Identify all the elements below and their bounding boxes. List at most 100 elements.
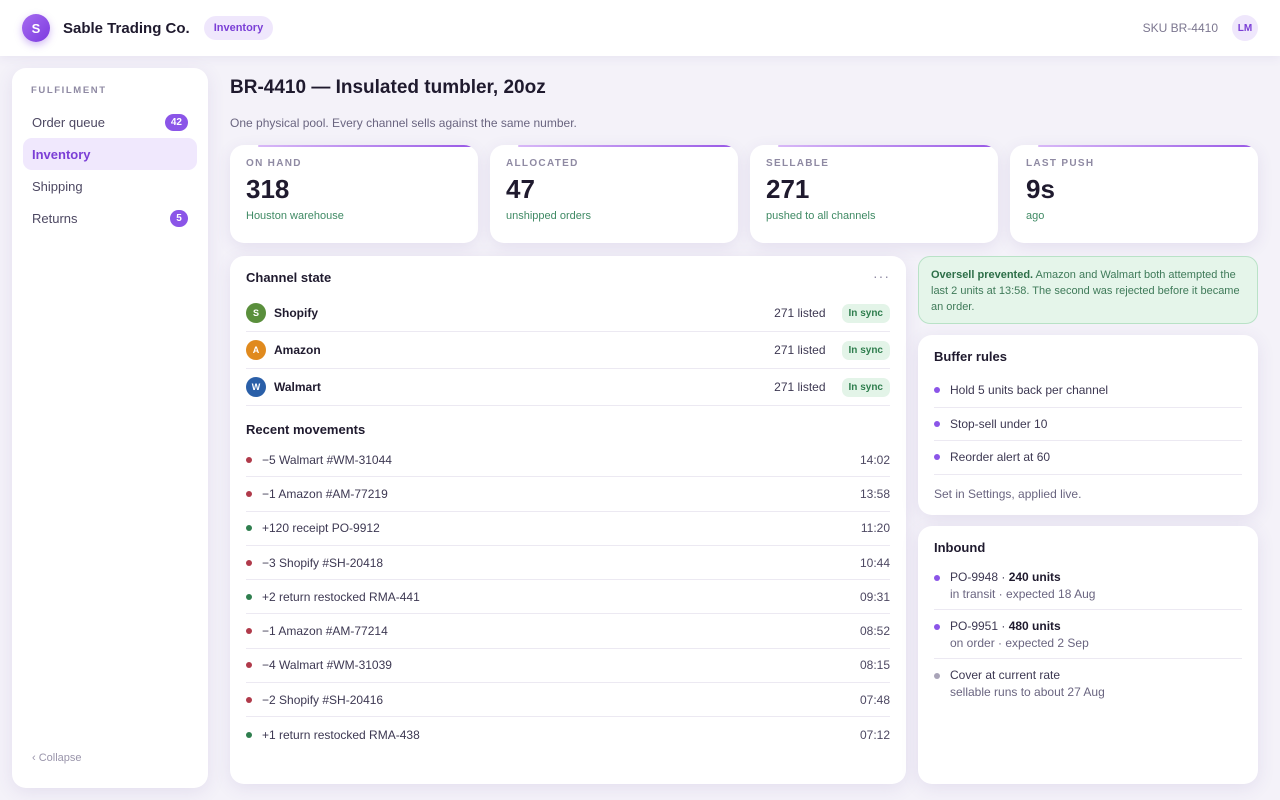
channel-name: Shopify xyxy=(274,306,318,320)
status-badge: In sync xyxy=(841,377,890,397)
alert-text: Amazon and Walmart both attempted the la… xyxy=(931,269,1240,313)
stat-card-on-hand: ON HAND 318 Houston warehouse xyxy=(230,145,478,243)
sidebar-item-returns[interactable]: Returns 5 xyxy=(23,202,197,234)
movement-list: −5 Walmart #WM-31044 14:02 −1 Amazon #AM… xyxy=(246,443,890,752)
alert-title: Oversell prevented. xyxy=(931,269,1034,281)
stat-sub: Houston warehouse xyxy=(246,210,344,222)
movement-text: −2 Shopify #SH-20416 xyxy=(262,692,384,707)
collapse-button[interactable]: ‹ Collapse xyxy=(32,752,82,764)
movement-time: 08:52 xyxy=(859,624,890,639)
po-number: PO-9951 · xyxy=(950,619,1009,633)
rule-list: Hold 5 units back per channel Stop-sell … xyxy=(934,374,1242,475)
movement-text: −3 Shopify #SH-20418 xyxy=(262,555,384,570)
recent-movements-title: Recent movements xyxy=(246,422,366,437)
movement-text: +120 receipt PO-9912 xyxy=(262,521,380,536)
outbound-dot-icon xyxy=(246,662,252,669)
list-item[interactable]: +1 return restocked RMA-438 07:12 xyxy=(246,717,890,751)
stat-label: SELLABLE xyxy=(766,158,830,169)
count-badge: 5 xyxy=(170,209,188,227)
top-bar: S Sable Trading Co. Inventory SKU BR-441… xyxy=(0,0,1280,56)
movement-text: −4 Walmart #WM-31039 xyxy=(262,658,392,673)
movement-text: −1 Amazon #AM-77214 xyxy=(262,624,388,639)
walmart-icon: W xyxy=(246,377,266,397)
sidebar-item-label: Shipping xyxy=(32,178,83,194)
po-status: in transit · expected 18 Aug xyxy=(950,587,1096,601)
rule-text: Hold 5 units back per channel xyxy=(950,383,1109,398)
status-badge: In sync xyxy=(841,340,890,360)
sidebar-item-shipping[interactable]: Shipping xyxy=(23,170,197,202)
list-item[interactable]: +2 return restocked RMA-441 09:31 xyxy=(246,580,890,615)
stat-sub: unshipped orders xyxy=(506,210,592,222)
movement-text: −5 Walmart #WM-31044 xyxy=(262,452,392,467)
count-badge: 42 xyxy=(164,113,188,131)
stat-card-sellable: SELLABLE 271 pushed to all channels xyxy=(750,145,998,243)
outbound-dot-icon xyxy=(246,490,252,497)
channel-row-walmart[interactable]: W Walmart 271 listed In sync xyxy=(246,369,890,406)
list-item[interactable]: −1 Amazon #AM-77219 13:58 xyxy=(246,477,890,512)
list-item[interactable]: −3 Shopify #SH-20418 10:44 xyxy=(246,546,890,581)
list-item[interactable]: −5 Walmart #WM-31044 14:02 xyxy=(246,443,890,478)
inbound-card: Inbound PO-9948 · 240 units in transit ·… xyxy=(918,526,1258,784)
app-logo[interactable]: S xyxy=(22,14,50,42)
avatar[interactable]: LM xyxy=(1232,15,1258,41)
card-title: Channel state xyxy=(246,270,332,285)
list-item: Cover at current rate sellable runs to a… xyxy=(934,659,1242,707)
channel-list: S Shopify 271 listed In sync A Amazon 27… xyxy=(246,295,890,406)
channel-row-shopify[interactable]: S Shopify 271 listed In sync xyxy=(246,295,890,332)
po-units: 480 units xyxy=(1008,619,1061,633)
page-subtitle: One physical pool. Every channel sells a… xyxy=(230,116,577,130)
channel-listed: 271 listed xyxy=(774,306,826,320)
sidebar-item-order-queue[interactable]: Order queue 42 xyxy=(23,106,197,138)
amazon-icon: A xyxy=(246,340,266,360)
channel-row-amazon[interactable]: A Amazon 271 listed In sync xyxy=(246,332,890,369)
bullet-dot-icon xyxy=(934,673,940,679)
cover-label: Cover at current rate xyxy=(950,668,1061,682)
stat-value: 9s xyxy=(1026,174,1055,204)
bullet-dot-icon xyxy=(934,420,940,427)
section-pill: Inventory xyxy=(203,16,274,40)
channel-name: Walmart xyxy=(274,380,321,394)
list-item[interactable]: −4 Walmart #WM-31039 08:15 xyxy=(246,649,890,684)
channel-listed: 271 listed xyxy=(774,380,826,394)
movement-time: 07:12 xyxy=(859,727,890,742)
movement-time: 07:48 xyxy=(859,692,890,707)
stat-card-last-push: LAST PUSH 9s ago xyxy=(1010,145,1258,243)
channel-listed: 271 listed xyxy=(774,343,826,357)
list-item[interactable]: PO-9951 · 480 units on order · expected … xyxy=(934,610,1242,659)
outbound-dot-icon xyxy=(246,559,252,566)
rule-note: Set in Settings, applied live. xyxy=(934,486,1082,501)
list-item[interactable]: −2 Shopify #SH-20416 07:48 xyxy=(246,683,890,718)
movement-time: 13:58 xyxy=(859,486,890,501)
inbound-dot-icon xyxy=(246,731,252,738)
sidebar-item-inventory[interactable]: Inventory xyxy=(23,138,197,170)
stat-label: LAST PUSH xyxy=(1026,158,1095,169)
more-options-icon[interactable]: ··· xyxy=(873,268,890,284)
movement-time: 10:44 xyxy=(859,555,890,570)
movement-time: 08:15 xyxy=(859,658,890,673)
stat-card-allocated: ALLOCATED 47 unshipped orders xyxy=(490,145,738,243)
list-item: Reorder alert at 60 xyxy=(934,441,1242,475)
stat-value: 271 xyxy=(766,174,810,204)
channel-state-card: Channel state ··· S Shopify 271 listed I… xyxy=(230,256,906,784)
inbound-dot-icon xyxy=(246,593,252,600)
rule-text: Reorder alert at 60 xyxy=(950,450,1051,465)
list-item[interactable]: PO-9948 · 240 units in transit · expecte… xyxy=(934,561,1242,610)
movement-time: 14:02 xyxy=(859,452,890,467)
movement-text: +2 return restocked RMA-441 xyxy=(262,589,420,604)
inbound-dot-icon xyxy=(246,525,252,532)
list-item[interactable]: −1 Amazon #AM-77214 08:52 xyxy=(246,614,890,649)
sidebar-item-label: Returns xyxy=(32,210,78,226)
bullet-dot-icon xyxy=(934,575,940,581)
page-title: BR-4410 — Insulated tumbler, 20oz xyxy=(230,77,546,98)
po-units: 240 units xyxy=(1008,570,1061,584)
list-item[interactable]: +120 receipt PO-9912 11:20 xyxy=(246,512,890,546)
sidebar-item-label: Inventory xyxy=(32,146,91,162)
inbound-list: PO-9948 · 240 units in transit · expecte… xyxy=(934,561,1242,707)
stat-value: 47 xyxy=(506,174,535,204)
po-status: on order · expected 2 Sep xyxy=(950,636,1089,650)
bullet-dot-icon xyxy=(934,624,940,630)
buffer-rules-card: Buffer rules Hold 5 units back per chann… xyxy=(918,335,1258,515)
stat-value: 318 xyxy=(246,174,290,204)
movement-time: 11:20 xyxy=(860,521,890,536)
movement-time: 09:31 xyxy=(859,589,890,604)
